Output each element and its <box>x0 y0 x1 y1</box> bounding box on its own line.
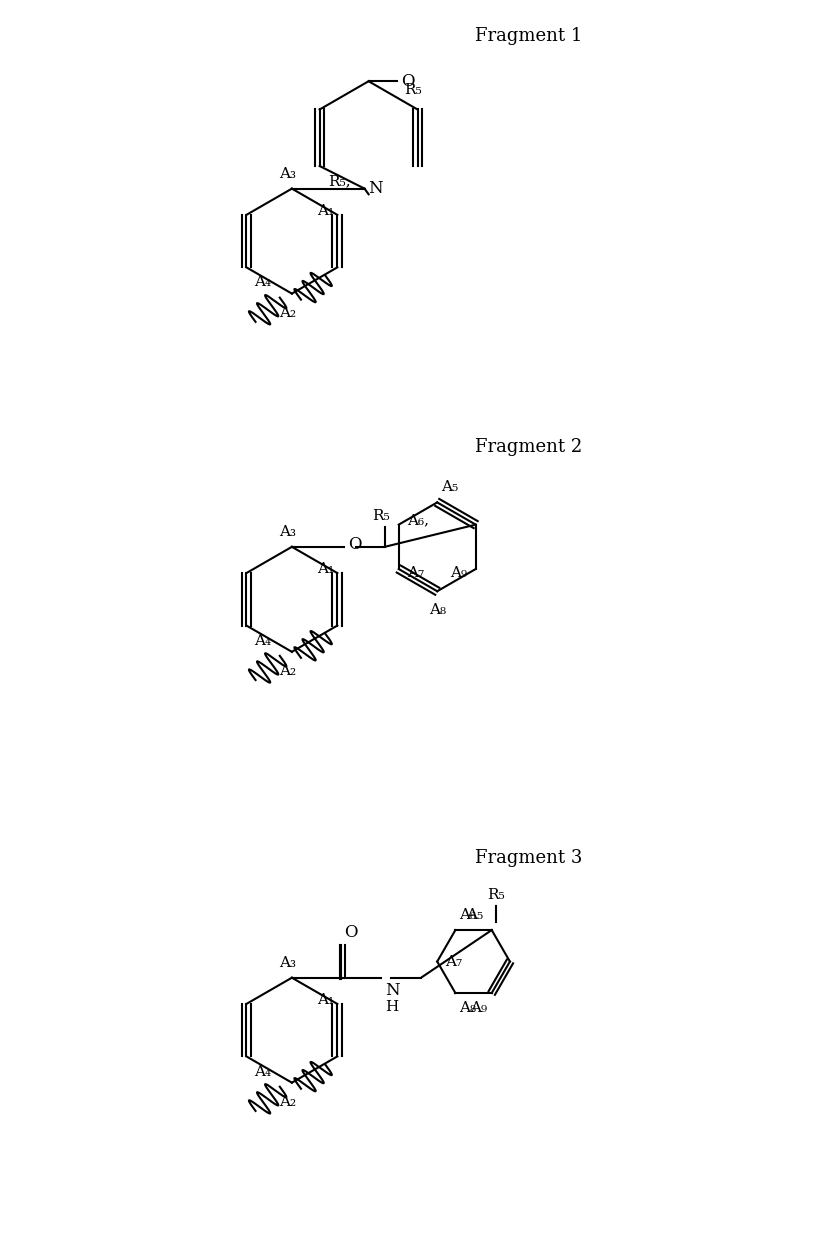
Text: O: O <box>349 536 362 554</box>
Text: O: O <box>344 924 358 942</box>
Text: R₅: R₅ <box>405 83 422 98</box>
Text: Fragment 2: Fragment 2 <box>475 437 582 456</box>
Text: A₈: A₈ <box>459 1001 477 1015</box>
Text: A₂: A₂ <box>279 664 297 678</box>
Text: A₂: A₂ <box>279 1095 297 1109</box>
Text: A₆,: A₆, <box>407 514 429 528</box>
Text: A₂: A₂ <box>279 306 297 320</box>
Text: R₅: R₅ <box>487 888 505 902</box>
Text: A₈: A₈ <box>429 603 446 617</box>
Text: A₃: A₃ <box>279 166 297 181</box>
Text: A₆: A₆ <box>459 908 477 922</box>
Text: R₅,: R₅, <box>328 175 350 188</box>
Text: N: N <box>385 981 399 999</box>
Text: R₅: R₅ <box>372 508 390 523</box>
Text: A₇: A₇ <box>407 566 424 580</box>
Text: A₉: A₉ <box>450 566 468 580</box>
Text: A₅: A₅ <box>441 481 458 494</box>
Text: A₅: A₅ <box>467 908 484 922</box>
Text: A₇: A₇ <box>445 954 463 969</box>
Text: A₄: A₄ <box>254 1064 272 1078</box>
Text: A₁: A₁ <box>316 204 334 218</box>
Text: Fragment 1: Fragment 1 <box>475 27 582 45</box>
Text: A₃: A₃ <box>279 955 297 970</box>
Text: A₃: A₃ <box>279 525 297 539</box>
Text: A₄: A₄ <box>254 275 272 290</box>
Text: Fragment 3: Fragment 3 <box>475 849 582 866</box>
Text: H: H <box>385 1000 398 1014</box>
Text: A₁: A₁ <box>316 992 334 1007</box>
Text: O: O <box>401 73 415 89</box>
Text: A₄: A₄ <box>254 633 272 648</box>
Text: A₁: A₁ <box>316 563 334 576</box>
Text: A₉: A₉ <box>471 1001 487 1015</box>
Text: N: N <box>368 180 383 197</box>
